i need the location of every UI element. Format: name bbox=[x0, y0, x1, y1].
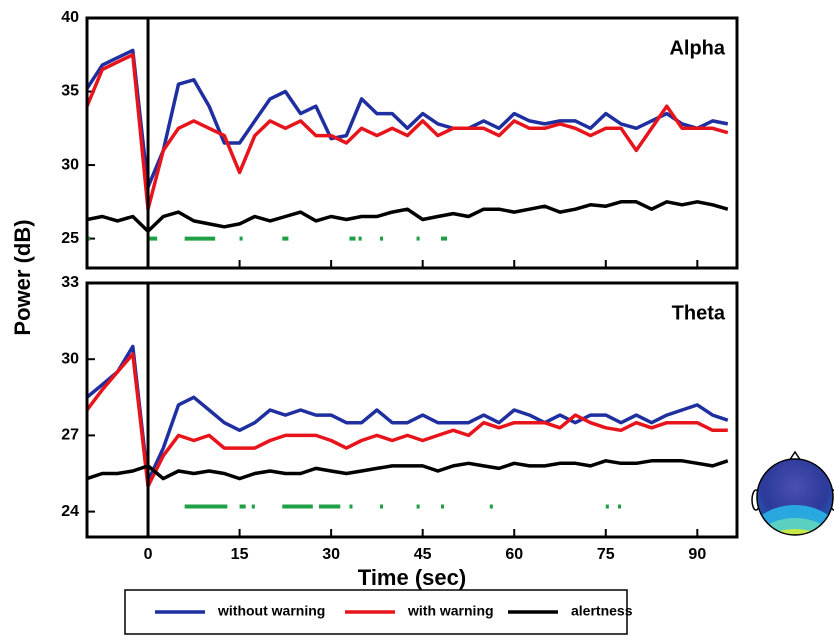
y-tick-label: 40 bbox=[61, 9, 79, 26]
y-tick-label: 30 bbox=[61, 350, 79, 367]
y-tick-label: 27 bbox=[61, 427, 79, 444]
x-tick-label: 15 bbox=[231, 546, 249, 563]
x-tick-label: 45 bbox=[414, 546, 432, 563]
y-tick-label: 35 bbox=[61, 83, 79, 100]
series-line bbox=[87, 344, 729, 483]
head-map bbox=[751, 450, 834, 536]
panel-title: Alpha bbox=[669, 37, 725, 59]
y-tick-label: 30 bbox=[61, 156, 79, 173]
plot-frame bbox=[85, 281, 739, 539]
series-line bbox=[87, 53, 729, 211]
y-tick-label: 33 bbox=[61, 274, 79, 291]
x-tick-label: 0 bbox=[144, 546, 153, 563]
x-tick-label: 60 bbox=[505, 546, 523, 563]
x-axis-label: Time (sec) bbox=[358, 565, 466, 590]
legend-label: alertness bbox=[571, 603, 633, 619]
legend-label: without warning bbox=[217, 603, 325, 619]
plot-frame bbox=[85, 16, 739, 270]
y-tick-label: 25 bbox=[61, 230, 79, 247]
legend: without warning with warning alertness bbox=[124, 589, 633, 635]
x-tick-label: 30 bbox=[322, 546, 340, 563]
series-line bbox=[87, 459, 729, 481]
x-tick-label: 75 bbox=[597, 546, 615, 563]
panel-title: Theta bbox=[672, 302, 726, 324]
series-line bbox=[87, 48, 729, 189]
y-axis-label: Power (dB) bbox=[10, 219, 35, 335]
x-tick-label: 90 bbox=[688, 546, 706, 563]
plot-area bbox=[87, 48, 729, 241]
plot-area bbox=[87, 344, 729, 509]
y-tick-label: 24 bbox=[61, 503, 79, 520]
series-line bbox=[87, 200, 729, 233]
series-line bbox=[87, 352, 728, 488]
legend-label: with warning bbox=[407, 603, 494, 619]
